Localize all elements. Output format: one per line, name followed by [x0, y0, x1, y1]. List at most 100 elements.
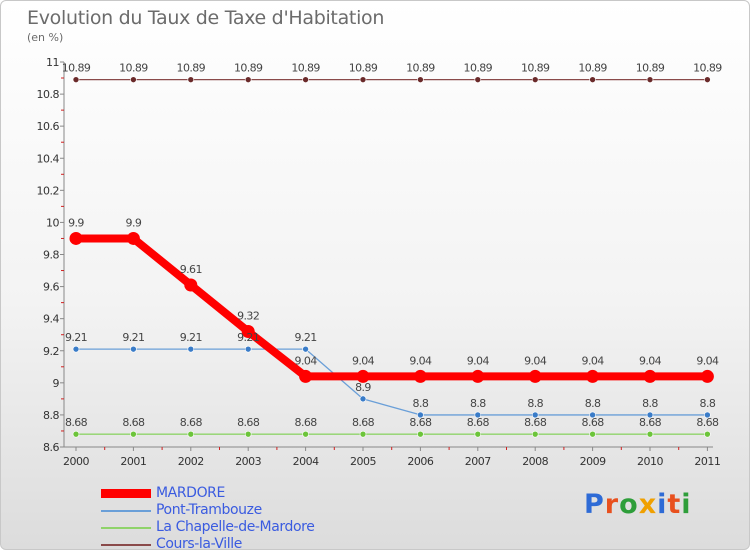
data-point-cours-la-ville	[531, 76, 539, 83]
data-label-mardore: 9.04	[524, 354, 547, 367]
data-label-pont-trambouze: 8.8	[527, 397, 543, 410]
logo-letter: P	[584, 489, 605, 520]
data-label-mardore: 9.32	[237, 310, 259, 323]
data-label-mardore: 9.04	[467, 354, 490, 367]
data-point-pont-trambouze	[72, 345, 80, 353]
chart-subtitle: (en %)	[27, 31, 64, 44]
data-point-cours-la-ville	[589, 76, 596, 83]
data-label-mardore: 9.04	[295, 354, 318, 367]
x-tick-label: 2010	[637, 455, 663, 468]
logo-letter: r	[604, 489, 620, 520]
data-label-la-chapelle-de-mardore: 8.68	[65, 416, 88, 429]
data-label-pont-trambouze: 8.8	[585, 397, 601, 410]
data-label-la-chapelle-de-mardore: 8.68	[122, 416, 145, 429]
data-point-la-chapelle-de-mardore	[704, 430, 711, 438]
data-label-pont-trambouze: 8.8	[642, 397, 658, 410]
y-tick-label: 9	[53, 377, 60, 390]
data-point-mardore	[184, 278, 198, 292]
data-label-cours-la-ville: 10.89	[349, 62, 378, 75]
data-point-cours-la-ville	[704, 76, 711, 83]
data-label-mardore: 9.9	[126, 216, 142, 229]
data-label-cours-la-ville: 10.89	[291, 62, 320, 75]
data-point-cours-la-ville	[474, 76, 482, 83]
data-point-la-chapelle-de-mardore	[244, 430, 252, 438]
data-label-mardore: 9.61	[180, 263, 202, 276]
y-tick-label: 9.8	[43, 249, 59, 262]
x-tick-label: 2011	[694, 455, 720, 468]
data-point-mardore	[528, 369, 542, 383]
logo-letter: i	[681, 489, 692, 520]
data-label-cours-la-ville: 10.89	[636, 62, 665, 75]
data-label-cours-la-ville: 10.89	[62, 62, 91, 75]
data-label-cours-la-ville: 10.89	[521, 62, 550, 75]
data-label-la-chapelle-de-mardore: 8.68	[524, 416, 547, 429]
data-point-la-chapelle-de-mardore	[302, 430, 309, 438]
data-labels-layer: 9.9 9.9 9.61 9.32 9.04 9.04 9.04 9.04 9.04 9.04 9.…	[62, 62, 723, 430]
legend-label-mardore: MARDORE	[156, 485, 225, 501]
x-tick-label: 2007	[465, 455, 491, 468]
data-point-la-chapelle-de-mardore	[589, 430, 596, 438]
data-point-pont-trambouze	[187, 345, 195, 353]
legend-label-la-chapelle-de-mardore: La Chapelle-de-Mardore	[156, 519, 315, 535]
legend-swatch-la-chapelle-de-mardore	[101, 527, 151, 529]
data-label-la-chapelle-de-mardore: 8.68	[696, 416, 719, 429]
logo-letter: i	[657, 489, 668, 520]
data-label-cours-la-ville: 10.89	[406, 62, 435, 75]
data-label-mardore: 9.04	[409, 354, 432, 367]
data-point-pont-trambouze	[359, 395, 367, 403]
data-point-mardore	[356, 369, 370, 383]
data-label-la-chapelle-de-mardore: 8.68	[295, 416, 318, 429]
data-point-cours-la-ville	[417, 76, 424, 83]
data-label-la-chapelle-de-mardore: 8.68	[180, 416, 203, 429]
data-label-pont-trambouze: 8.9	[355, 381, 371, 394]
data-label-cours-la-ville: 10.89	[464, 62, 493, 75]
logo-letter: x	[638, 489, 658, 520]
data-label-cours-la-ville: 10.89	[693, 62, 722, 75]
data-point-pont-trambouze	[531, 411, 539, 419]
x-tick-label: 2001	[120, 455, 146, 468]
data-point-mardore	[126, 231, 140, 245]
data-point-mardore	[413, 369, 427, 383]
series-line-pont-trambouze	[75, 348, 709, 416]
legend-label-pont-trambouze: Pont-Trambouze	[156, 502, 262, 518]
x-tick-label: 2009	[580, 455, 606, 468]
data-point-pont-trambouze	[589, 411, 596, 419]
data-label-pont-trambouze: 9.21	[295, 331, 317, 344]
y-tick-label: 10.2	[37, 184, 60, 197]
data-point-la-chapelle-de-mardore	[187, 430, 195, 438]
data-label-pont-trambouze: 9.21	[122, 331, 144, 344]
data-point-pont-trambouze	[646, 411, 654, 419]
data-point-pont-trambouze	[244, 345, 252, 353]
data-label-la-chapelle-de-mardore: 8.68	[582, 416, 605, 429]
data-point-mardore	[241, 325, 255, 338]
data-point-cours-la-ville	[359, 76, 367, 83]
y-tick-label: 11	[46, 56, 59, 69]
data-label-pont-trambouze: 8.8	[413, 397, 429, 410]
data-label-mardore: 9.04	[639, 354, 662, 367]
data-point-cours-la-ville	[187, 76, 195, 83]
data-label-cours-la-ville: 10.89	[234, 62, 263, 75]
data-point-mardore	[69, 231, 83, 245]
data-label-cours-la-ville: 10.89	[177, 62, 206, 75]
data-label-pont-trambouze: 9.21	[65, 331, 87, 344]
x-tick-label: 2006	[407, 455, 433, 468]
proxiti-logo: Proxiti	[584, 489, 692, 520]
data-point-pont-trambouze	[474, 411, 482, 419]
data-point-cours-la-ville	[302, 76, 309, 83]
data-label-pont-trambouze: 8.8	[470, 397, 486, 410]
chart-title: Evolution du Taux de Taxe d'Habitation	[27, 7, 385, 29]
data-point-mardore	[471, 369, 485, 383]
y-tick-label: 10	[46, 216, 59, 229]
data-point-la-chapelle-de-mardore	[359, 430, 367, 438]
data-point-cours-la-ville	[244, 76, 252, 83]
data-label-mardore: 9.04	[696, 354, 719, 367]
data-point-la-chapelle-de-mardore	[417, 430, 424, 438]
data-point-mardore	[586, 369, 600, 383]
data-label-la-chapelle-de-mardore: 8.68	[237, 416, 260, 429]
legend-swatch-cours-la-ville	[101, 544, 151, 546]
data-point-cours-la-ville	[130, 76, 137, 83]
data-point-mardore	[643, 369, 657, 383]
data-point-pont-trambouze	[130, 345, 137, 353]
x-tick-label: 2002	[178, 455, 204, 468]
